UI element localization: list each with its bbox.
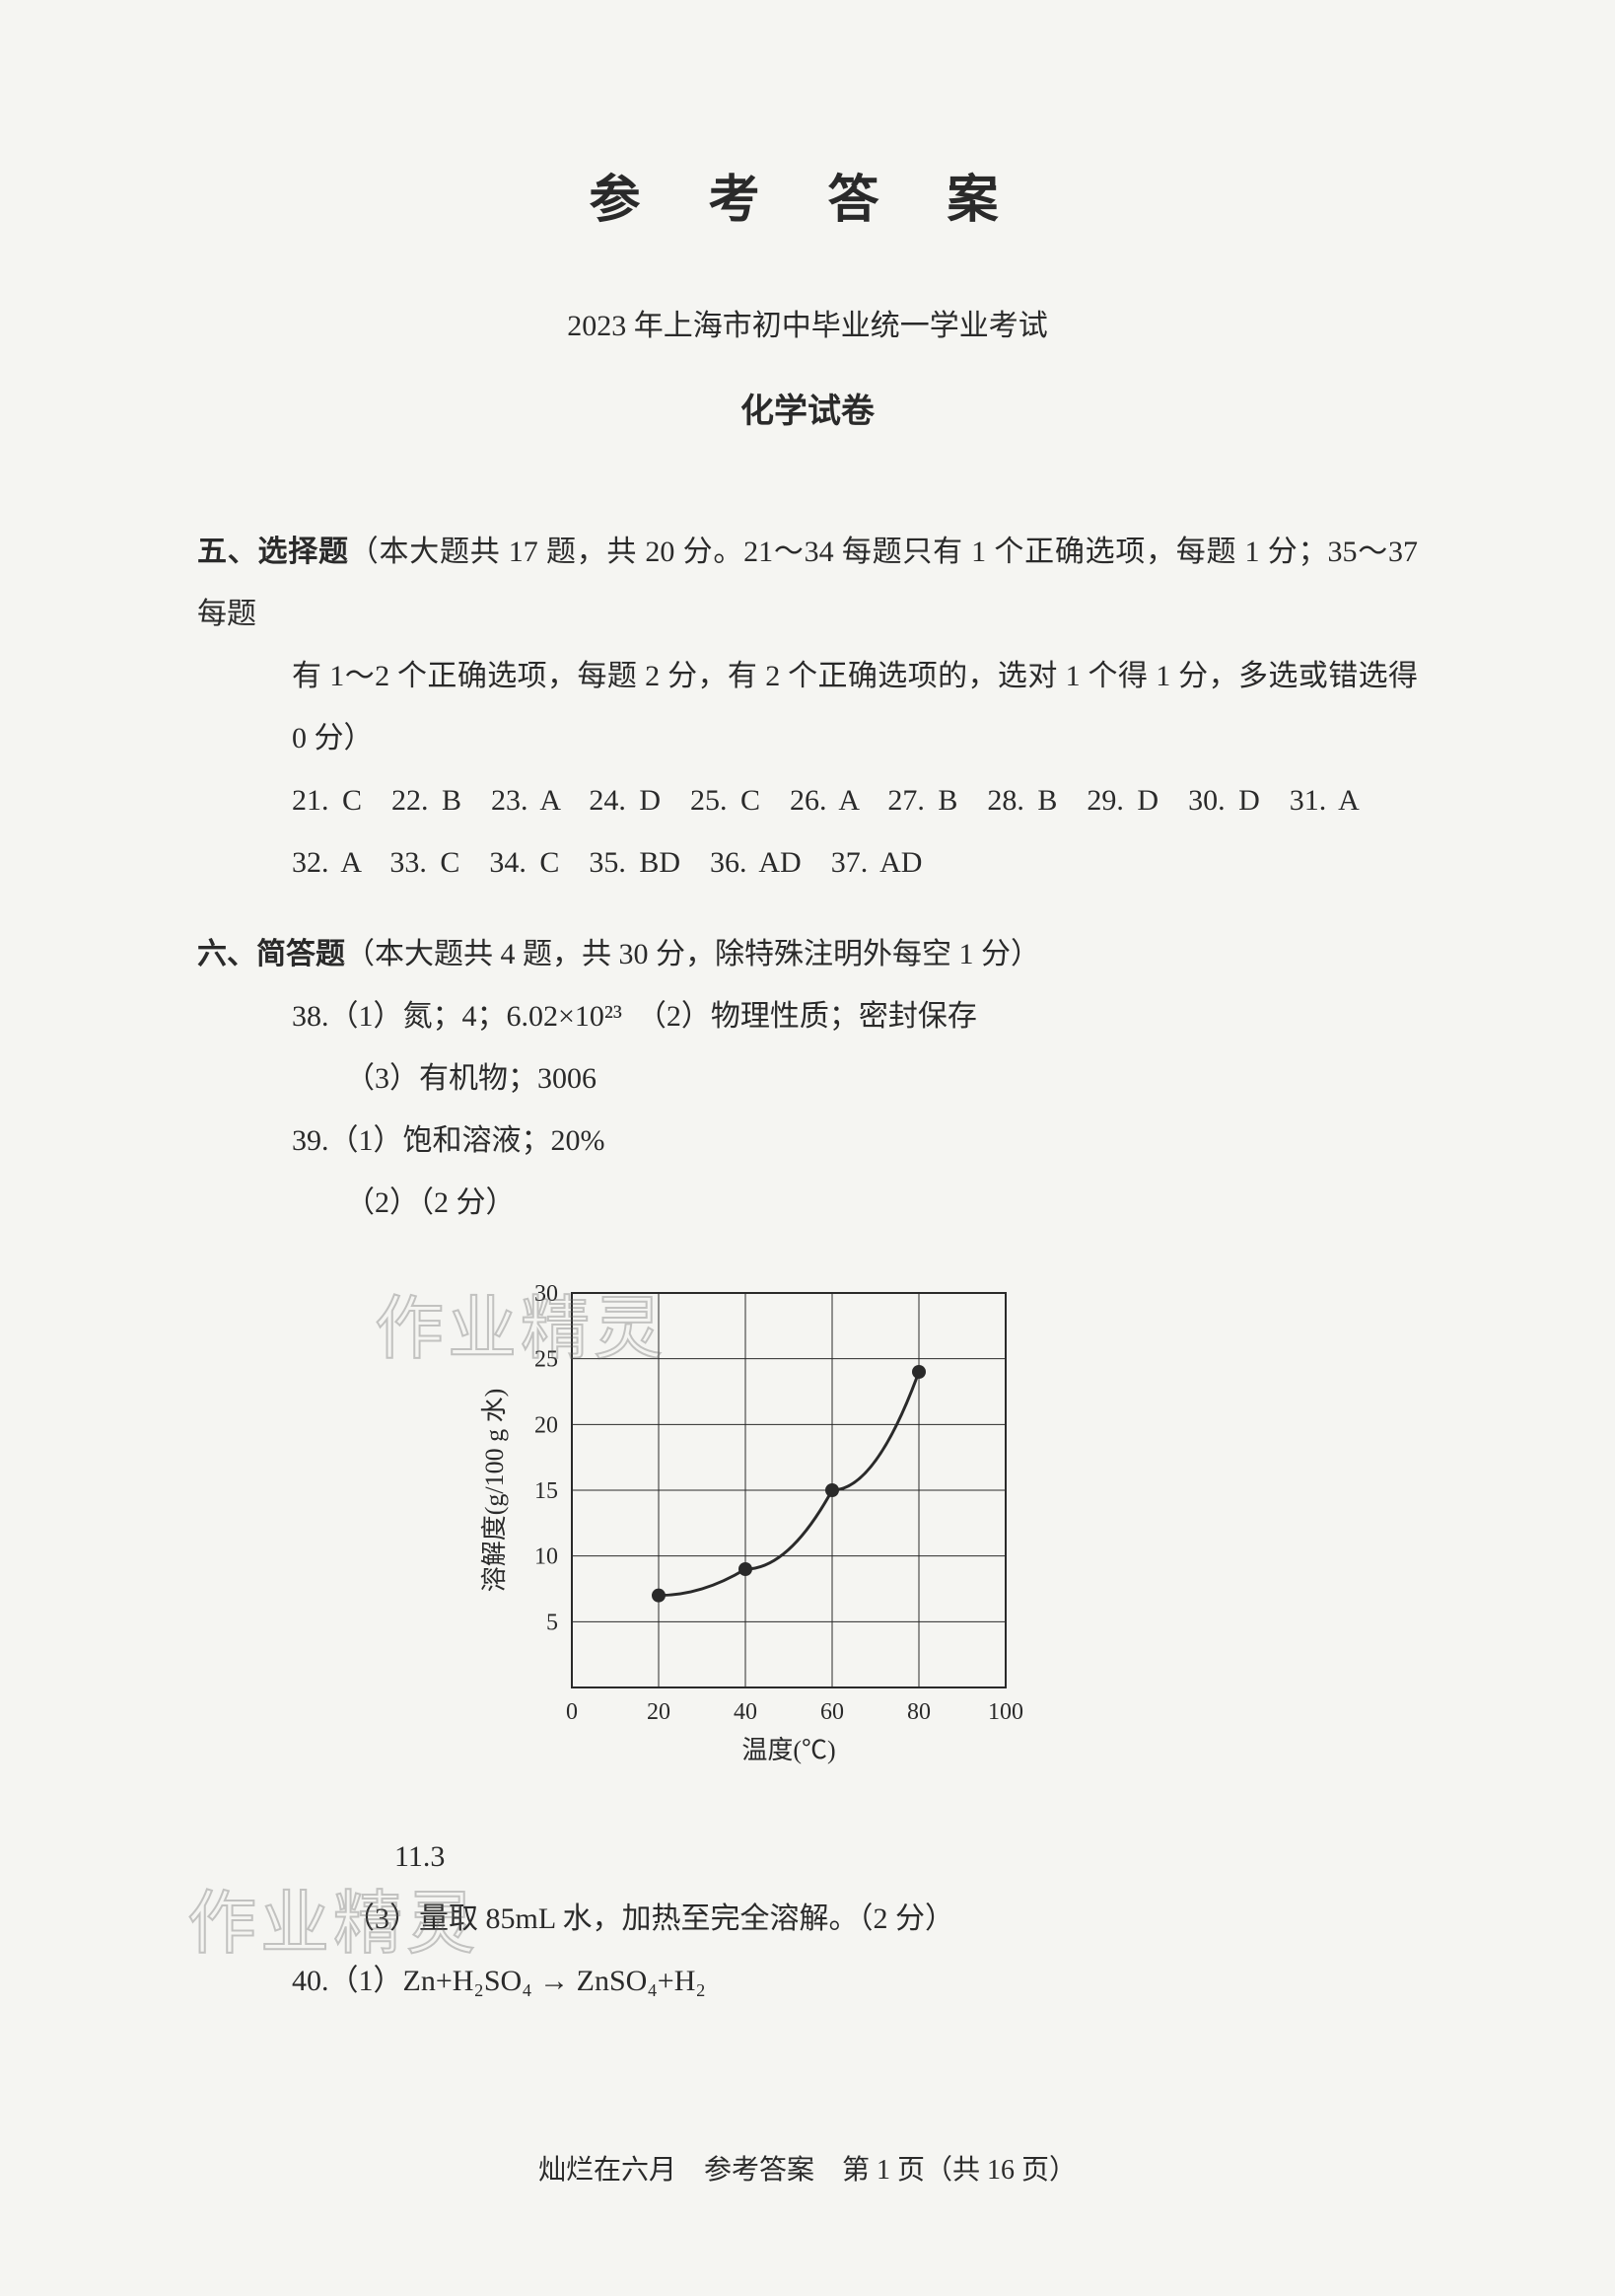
q38-line1: 38.（1）氮；4；6.02×10²³ （2）物理性质；密封保存 (197, 985, 1418, 1047)
svg-text:60: 60 (820, 1699, 844, 1725)
q39-line3: （3）量取 85mL 水，加热至完全溶解。（2 分） (197, 1888, 1418, 1950)
svg-text:温度(℃): 温度(℃) (741, 1736, 835, 1764)
svg-text:10: 10 (534, 1544, 558, 1570)
main-title: 参 考 答 案 (197, 158, 1418, 232)
q39-value: 11.3 (197, 1826, 1418, 1888)
q39-line1: 39.（1）饱和溶液；20% (197, 1110, 1418, 1172)
section-6-label: 六、简答题 (197, 938, 345, 970)
solubility-chart-svg: 0 20 40 60 80 100 5 10 15 20 25 30 温度(℃) 溶解度(g/100 g … (463, 1254, 1075, 1806)
svg-text:40: 40 (734, 1699, 757, 1725)
q38-line2: （3）有机物；3006 (197, 1047, 1418, 1110)
section-5-header: 五、选择题（本大题共 17 题，共 20 分。21～34 每题只有 1 个正确选… (197, 521, 1418, 645)
svg-text:80: 80 (907, 1699, 931, 1725)
svg-text:溶解度(g/100 g 水): 溶解度(g/100 g 水) (480, 1389, 509, 1593)
answers-row-1: 21. C 22. B 23. A 24. D 25. C 26. A 27. … (197, 769, 1418, 831)
section-5-label: 五、选择题 (197, 536, 349, 568)
section-6-desc: （本大题共 4 题，共 30 分，除特殊注明外每空 1 分） (345, 938, 1040, 970)
section-5-desc-2: 有 1～2 个正确选项，每题 2 分，有 2 个正确选项的，选对 1 个得 1 … (197, 645, 1418, 769)
q40-line1: 40.（1）Zn+H₂SO₄ → ZnSO₄+H₂ (197, 1950, 1418, 2012)
paper-title: 化学试卷 (197, 384, 1418, 432)
section-5: 五、选择题（本大题共 17 题，共 20 分。21～34 每题只有 1 个正确选… (197, 521, 1418, 894)
page-footer: 灿烂在六月 参考答案 第 1 页（共 16 页） (0, 2148, 1615, 2188)
svg-text:15: 15 (534, 1478, 558, 1504)
answers-row-2: 32. A 33. C 34. C 35. BD 36. AD 37. AD (197, 831, 1418, 894)
svg-text:100: 100 (988, 1699, 1023, 1725)
svg-text:25: 25 (534, 1347, 558, 1373)
solubility-chart: 0 20 40 60 80 100 5 10 15 20 25 30 温度(℃) 溶解度(g/100 g … (463, 1254, 1075, 1806)
section-6-header: 六、简答题（本大题共 4 题，共 30 分，除特殊注明外每空 1 分） (197, 923, 1418, 985)
svg-text:0: 0 (566, 1699, 578, 1725)
section-6: 六、简答题（本大题共 4 题，共 30 分，除特殊注明外每空 1 分） 38.（… (197, 923, 1418, 2012)
q39-line2: （2）（2 分） (197, 1172, 1418, 1234)
exam-subtitle: 2023 年上海市初中毕业统一学业考试 (197, 301, 1418, 344)
section-5-desc-1: （本大题共 17 题，共 20 分。21～34 每题只有 1 个正确选项，每题 … (197, 536, 1418, 630)
svg-text:20: 20 (647, 1699, 670, 1725)
svg-text:20: 20 (534, 1412, 558, 1438)
svg-text:30: 30 (534, 1281, 558, 1307)
svg-text:5: 5 (546, 1610, 558, 1635)
